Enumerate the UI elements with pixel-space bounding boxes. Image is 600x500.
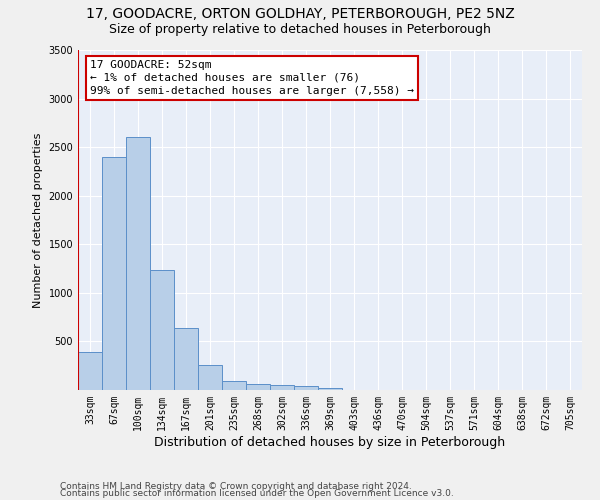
Y-axis label: Number of detached properties: Number of detached properties <box>33 132 43 308</box>
Text: 17 GOODACRE: 52sqm
← 1% of detached houses are smaller (76)
99% of semi-detached: 17 GOODACRE: 52sqm ← 1% of detached hous… <box>90 60 414 96</box>
Text: Contains public sector information licensed under the Open Government Licence v3: Contains public sector information licen… <box>60 490 454 498</box>
Bar <box>294 386 318 390</box>
Bar <box>78 352 102 390</box>
Bar <box>126 138 150 390</box>
Bar <box>270 384 294 390</box>
Text: Contains HM Land Registry data © Crown copyright and database right 2024.: Contains HM Land Registry data © Crown c… <box>60 482 412 491</box>
Bar <box>198 364 222 390</box>
Bar <box>222 381 246 390</box>
Bar <box>246 384 270 390</box>
X-axis label: Distribution of detached houses by size in Peterborough: Distribution of detached houses by size … <box>154 436 506 448</box>
Text: Size of property relative to detached houses in Peterborough: Size of property relative to detached ho… <box>109 22 491 36</box>
Bar <box>102 157 126 390</box>
Bar <box>318 388 342 390</box>
Text: 17, GOODACRE, ORTON GOLDHAY, PETERBOROUGH, PE2 5NZ: 17, GOODACRE, ORTON GOLDHAY, PETERBOROUG… <box>86 8 514 22</box>
Bar <box>150 270 174 390</box>
Bar <box>174 328 198 390</box>
